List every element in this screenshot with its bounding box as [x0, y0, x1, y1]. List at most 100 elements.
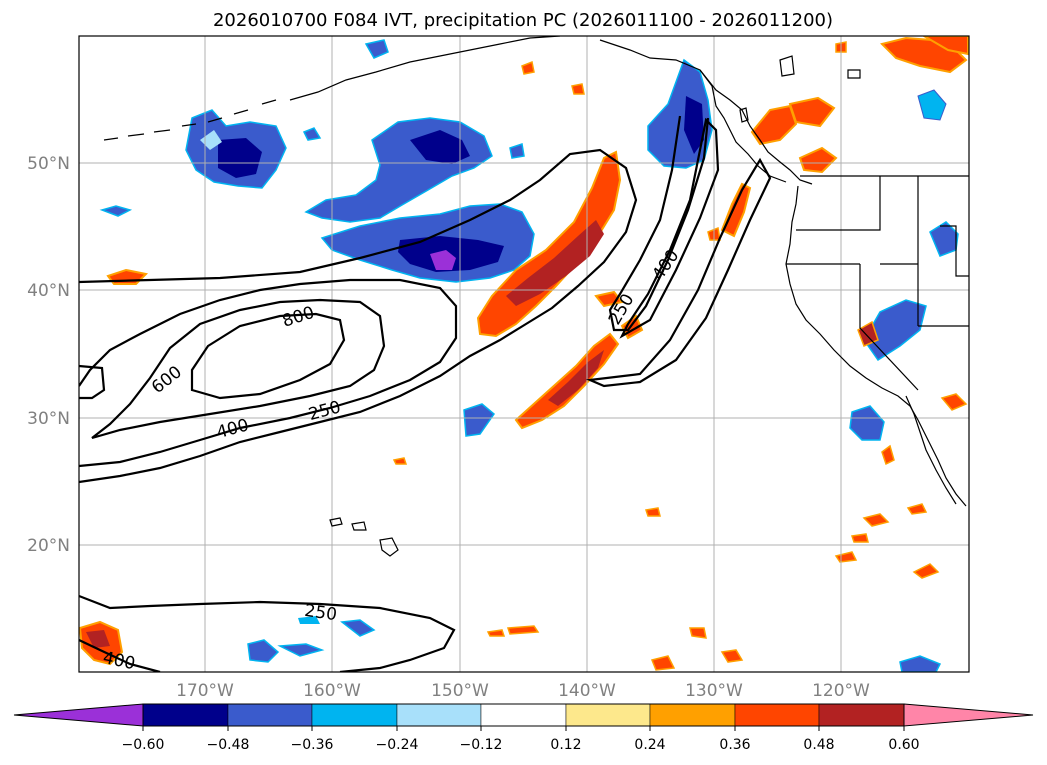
colorbar-segment — [565, 703, 651, 727]
pos-region — [86, 630, 110, 648]
neg-region — [302, 127, 322, 141]
pos-region — [788, 96, 836, 128]
pos-region — [506, 625, 540, 635]
colorbar-tick-label: 0.48 — [803, 737, 834, 753]
neg-region — [430, 250, 456, 270]
colorbar-tick-label: −0.48 — [207, 737, 250, 753]
lat-label: 40°N — [27, 281, 70, 301]
neg-region — [298, 616, 320, 624]
state-borders — [786, 176, 969, 391]
neg-region — [917, 89, 947, 121]
ivt-contour-400 — [79, 278, 458, 468]
pos-region — [881, 444, 895, 466]
alaska-coast — [289, 36, 561, 101]
colorbar-segment — [480, 703, 567, 727]
map-frame — [78, 35, 970, 673]
pos-region — [857, 320, 879, 347]
pos-region — [940, 393, 968, 411]
map-plot-area: 800 600 400 250 250 400 250 400 — [79, 36, 969, 672]
pos-region — [750, 104, 798, 146]
pos-region — [548, 350, 604, 406]
contour-label: 250 — [303, 601, 338, 625]
neg-region — [463, 403, 496, 437]
ivt-contour-250 — [585, 157, 772, 388]
pos-region — [862, 513, 890, 527]
baja-coast — [905, 395, 957, 505]
lon-label: 170°W — [176, 681, 234, 701]
colorbar-tick-label: 0.12 — [550, 737, 581, 753]
neg-region — [99, 205, 133, 217]
neg-region — [410, 130, 470, 164]
ivt-contour-250 — [79, 148, 638, 484]
longitude-labels: 170°W 160°W 150°W 140°W 130°W 120°W — [176, 681, 870, 701]
pos-region — [720, 182, 752, 238]
colorbar-tick-label: −0.36 — [291, 737, 334, 753]
latitude-labels: 50°N 40°N 30°N 20°N — [27, 154, 70, 556]
colorbar-segment — [227, 703, 313, 727]
colorbar-tick-label: 0.60 — [888, 737, 919, 753]
pos-region — [521, 60, 535, 75]
pos-region — [486, 629, 506, 637]
colorbar-segment — [142, 703, 229, 727]
colorbar-tick-label: −0.24 — [376, 737, 419, 753]
colorbar-extend-high — [903, 703, 1034, 727]
neg-region — [899, 655, 942, 672]
ivt-contour-left — [79, 364, 106, 400]
pos-region — [645, 507, 661, 517]
colorbar-ticks — [142, 726, 905, 731]
pos-region — [912, 563, 940, 579]
ivt-contour-250-north — [608, 115, 710, 332]
figure-title: 2026010700 F084 IVT, precipitation PC (2… — [213, 10, 833, 31]
neg-region — [218, 138, 262, 178]
pos-region — [392, 457, 408, 465]
coastlines — [103, 36, 969, 557]
graticule — [79, 36, 969, 672]
colorbar-outline — [142, 703, 905, 727]
colorbar-tick-label: 0.36 — [719, 737, 750, 753]
neg-region — [340, 619, 376, 637]
pos-region — [851, 533, 869, 543]
colorbar: −0.60 −0.48 −0.36 −0.24 −0.12 0.12 0.24 … — [13, 703, 1034, 753]
lat-label: 50°N — [27, 154, 70, 174]
pos-region — [506, 220, 604, 306]
bc-coast — [699, 69, 787, 183]
ivt-contour-800 — [190, 312, 346, 400]
ivt-contour-400-south — [79, 639, 161, 672]
colorbar-tick-label: −0.12 — [460, 737, 503, 753]
lon-label: 150°W — [431, 681, 489, 701]
aleutian-chain — [103, 99, 277, 141]
pos-region — [689, 627, 707, 639]
neg-region — [509, 143, 525, 159]
pos-region — [906, 503, 928, 515]
colorbar-extend-low — [13, 703, 144, 727]
pos-region — [514, 332, 620, 430]
ivt-contour-600 — [91, 298, 386, 440]
neg-region — [929, 221, 959, 257]
lon-label: 130°W — [685, 681, 743, 701]
ivt-contour-250-south — [79, 594, 456, 672]
colorbar-tick-label: −0.60 — [122, 737, 165, 753]
ivt-contour-400 — [619, 117, 720, 339]
neg-region — [247, 639, 280, 663]
colorbar-tick-label: 0.24 — [634, 737, 665, 753]
pos-region — [720, 649, 744, 663]
lat-label: 20°N — [27, 536, 70, 556]
colorbar-segment — [734, 703, 820, 727]
colorbar-segment — [311, 703, 398, 727]
colorbar-segment — [818, 703, 905, 727]
lon-label: 160°W — [303, 681, 361, 701]
neg-region — [849, 405, 885, 441]
lat-label: 30°N — [27, 409, 70, 429]
alaska-panhandle-coast — [599, 39, 813, 185]
us-west-coast — [785, 185, 967, 507]
pos-region — [798, 146, 838, 174]
neg-region — [364, 39, 389, 59]
lon-label: 120°W — [812, 681, 870, 701]
colorbar-segment — [396, 703, 482, 727]
pos-region — [922, 36, 969, 56]
hawaii-islands — [329, 517, 399, 557]
alaska-islands — [739, 55, 861, 123]
colorbar-segment — [649, 703, 736, 727]
negative-precip-regions — [99, 39, 959, 672]
pos-region — [571, 83, 585, 95]
